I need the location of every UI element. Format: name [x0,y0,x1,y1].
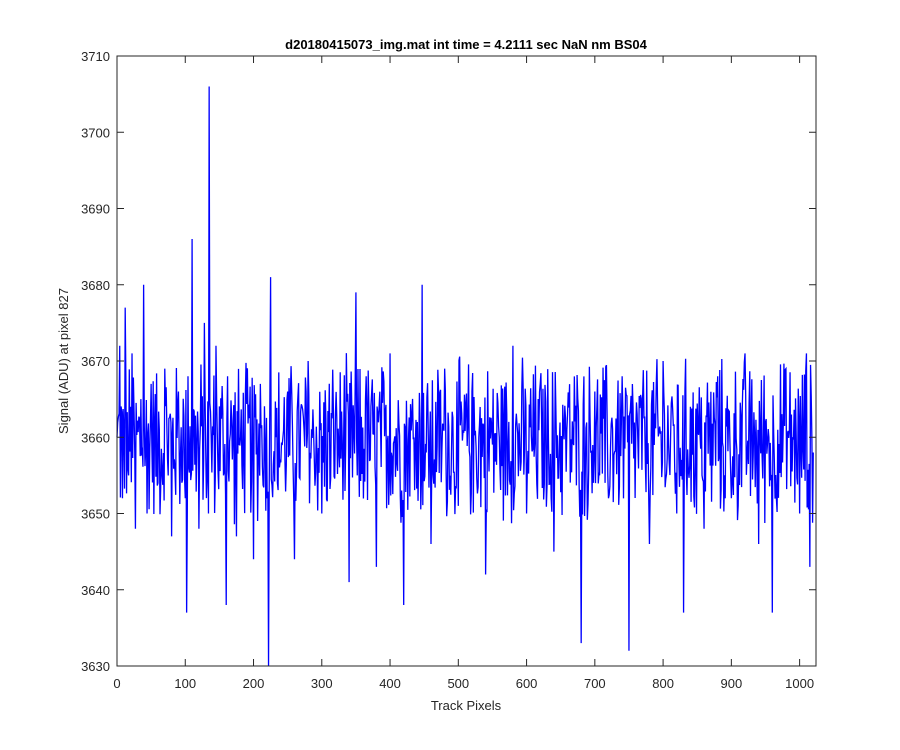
y-tick-label: 3650 [81,507,110,522]
y-axis-label: Signal (ADU) at pixel 827 [56,288,71,434]
x-axis-ticks: 0 100 200 300 400 500 600 700 800 900 1000 [113,56,814,691]
y-tick-label: 3660 [81,430,110,445]
y-tick-label: 3670 [81,354,110,369]
y-tick-label: 3700 [81,125,110,140]
plot-area [117,56,816,666]
series-line [116,86,814,667]
x-axis-label: Track Pixels [431,698,502,713]
x-tick-label: 700 [584,676,606,691]
x-tick-label: 300 [311,676,333,691]
y-tick-label: 3630 [81,659,110,674]
x-tick-label: 600 [516,676,538,691]
y-tick-label: 3710 [81,49,110,64]
x-tick-label: 900 [721,676,743,691]
x-tick-label: 200 [243,676,265,691]
y-tick-label: 3690 [81,202,110,217]
x-tick-label: 0 [113,676,120,691]
x-tick-label: 500 [447,676,469,691]
x-tick-label: 800 [652,676,674,691]
x-tick-label: 400 [379,676,401,691]
series-layer [116,86,814,667]
x-tick-label: 1000 [785,676,814,691]
y-tick-label: 3680 [81,278,110,293]
y-axis-ticks: 3630 3640 3650 3660 3670 3680 3690 3700 3710 [81,49,816,674]
x-tick-label: 100 [174,676,196,691]
chart-title: d20180415073_img.mat int time = 4.2111 s… [285,37,647,52]
y-tick-label: 3640 [81,583,110,598]
